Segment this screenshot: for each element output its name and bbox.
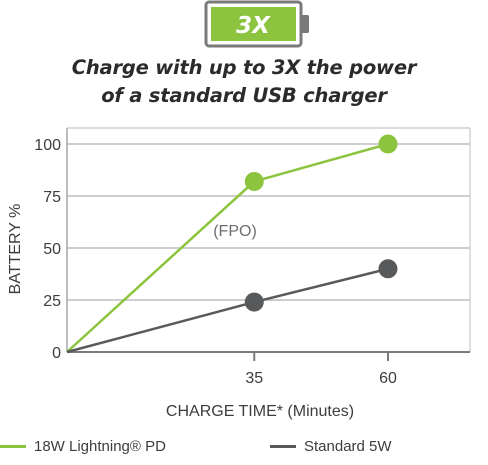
grid-lines	[67, 143, 470, 301]
y-axis-title: BATTERY %	[7, 204, 24, 295]
battery-badge-text: 3X	[236, 13, 271, 39]
y-tick-label-50: 50	[43, 241, 61, 258]
y-tick-label-25: 25	[43, 293, 61, 310]
battery-icon: 3X	[204, 0, 309, 48]
y-tick-label-75: 75	[43, 189, 61, 206]
headline-line-2: of a standard USB charger	[101, 84, 387, 107]
legend-label-18w: 18W Lightning® PD	[34, 438, 166, 455]
series-0-point-35	[244, 171, 264, 191]
battery-terminal	[302, 15, 309, 33]
legend-label-5w: Standard 5W	[304, 438, 392, 455]
tick-labels: 0 25 50 75 100 35 60	[34, 137, 397, 387]
legend: 18W Lightning® PD Standard 5W	[0, 438, 488, 462]
series-0-point-60	[378, 134, 398, 154]
series-1-point-35	[244, 292, 264, 312]
legend-swatch-5w	[270, 445, 296, 448]
y-tick-label-0: 0	[52, 345, 61, 362]
battery-fill	[211, 7, 296, 41]
x-axis-title: CHARGE TIME* (Minutes)	[166, 403, 354, 420]
series-markers	[244, 134, 398, 312]
axes	[66, 127, 471, 361]
x-tick-label-35: 35	[245, 370, 263, 387]
series-1-point-60	[378, 259, 398, 279]
legend-swatch-18w	[0, 445, 26, 448]
headline: Charge with up to 3X the power of a stan…	[0, 54, 488, 110]
x-tick-label-60: 60	[379, 370, 397, 387]
fpo-annotation: (FPO)	[213, 223, 257, 240]
y-tick-label-100: 100	[34, 137, 61, 154]
legend-item-18w: 18W Lightning® PD	[0, 438, 166, 455]
battery-charge-chart: 0 25 50 75 100 35 60 (FPO) CHARGE TIME* (Minut…	[7, 127, 471, 420]
series-line-1	[66, 267, 389, 354]
headline-line-1: Charge with up to 3X the power	[71, 56, 417, 79]
legend-item-5w: Standard 5W	[270, 438, 392, 455]
